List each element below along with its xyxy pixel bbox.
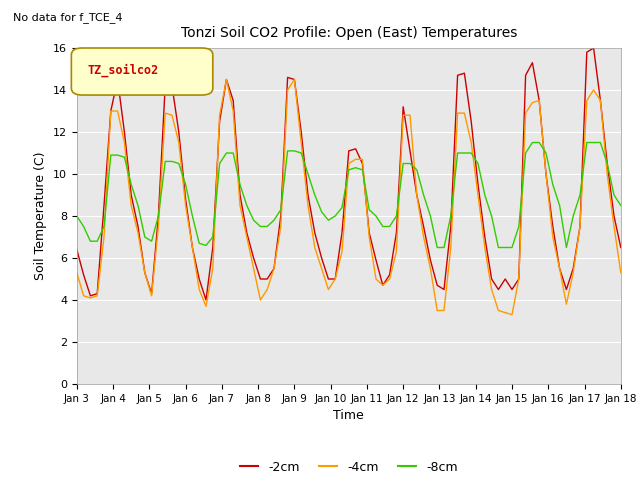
-8cm xyxy=(413,167,420,173)
-8cm xyxy=(576,192,584,198)
Line: -4cm: -4cm xyxy=(77,80,621,315)
-2cm xyxy=(73,247,81,252)
-4cm xyxy=(529,100,536,106)
-8cm xyxy=(481,192,489,198)
Line: -2cm: -2cm xyxy=(77,48,621,300)
-8cm xyxy=(556,203,563,208)
-4cm xyxy=(379,282,387,288)
-8cm xyxy=(617,203,625,208)
-8cm xyxy=(522,150,529,156)
-2cm xyxy=(481,234,489,240)
-2cm xyxy=(590,45,598,51)
-4cm xyxy=(576,224,584,229)
-4cm xyxy=(223,77,230,83)
Legend: -2cm, -4cm, -8cm: -2cm, -4cm, -8cm xyxy=(235,456,463,479)
-4cm xyxy=(73,270,81,276)
-8cm xyxy=(73,213,81,219)
-4cm xyxy=(508,312,516,318)
Text: No data for f_TCE_4: No data for f_TCE_4 xyxy=(13,12,122,23)
-8cm xyxy=(433,245,441,251)
Y-axis label: Soil Temperature (C): Soil Temperature (C) xyxy=(35,152,47,280)
-2cm xyxy=(379,282,387,288)
-2cm xyxy=(420,224,428,229)
-8cm xyxy=(529,140,536,145)
-4cm xyxy=(617,270,625,276)
-4cm xyxy=(556,265,563,271)
-2cm xyxy=(549,224,557,229)
-4cm xyxy=(481,245,489,251)
-4cm xyxy=(420,234,428,240)
-8cm xyxy=(372,213,380,219)
Text: TZ_soilco2: TZ_soilco2 xyxy=(88,64,159,77)
Title: Tonzi Soil CO2 Profile: Open (East) Temperatures: Tonzi Soil CO2 Profile: Open (East) Temp… xyxy=(180,26,517,40)
-2cm xyxy=(522,72,529,78)
Line: -8cm: -8cm xyxy=(77,143,621,248)
-2cm xyxy=(202,297,210,303)
-2cm xyxy=(570,265,577,271)
FancyBboxPatch shape xyxy=(72,48,212,95)
-2cm xyxy=(617,245,625,251)
X-axis label: Time: Time xyxy=(333,409,364,422)
